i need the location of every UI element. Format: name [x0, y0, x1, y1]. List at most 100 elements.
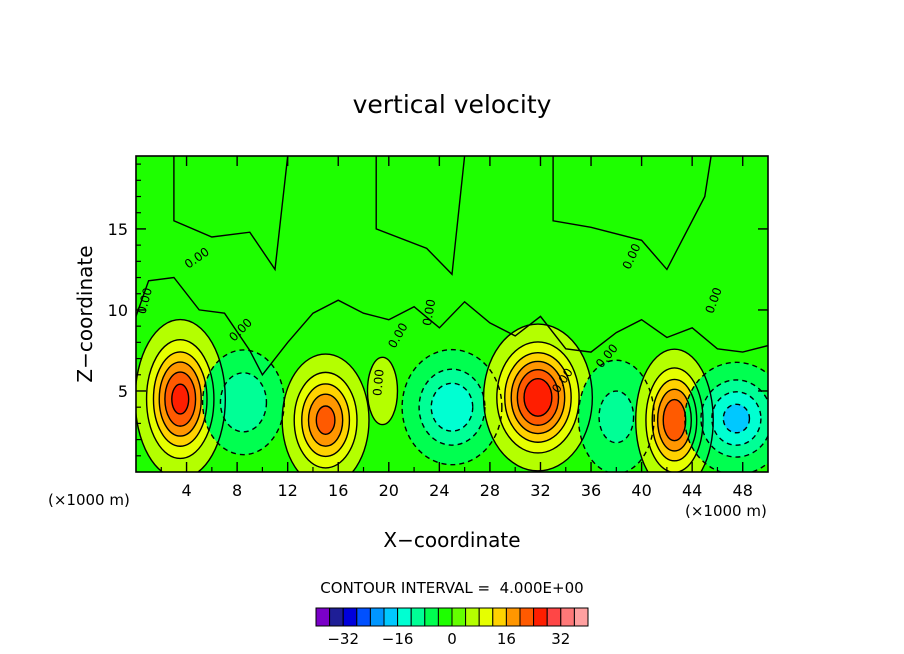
cell-0-contour: [136, 318, 227, 472]
cell-7-fill: [663, 399, 686, 441]
contour-label: 0.00: [420, 298, 438, 327]
x-tick-label: 44: [682, 481, 702, 500]
cell-2-contour: [301, 383, 351, 458]
colorbar-swatch: [342, 607, 358, 627]
cell-2-contour: [307, 393, 344, 447]
cell-1-fill: [220, 372, 267, 432]
cell-5-contour: [496, 341, 580, 454]
colorbar-swatch: [533, 607, 548, 627]
cell-4-contour: [401, 348, 503, 466]
colorbar-swatch: [546, 607, 562, 627]
colorbar-swatch: [560, 607, 575, 627]
cell-5-fill: [524, 378, 552, 417]
x-tick-label: 20: [379, 481, 399, 500]
cell-6-contour: [598, 390, 635, 444]
x-tick-label: 8: [232, 481, 242, 500]
x-units-left: (×1000 m): [48, 491, 130, 509]
colorbar-tick-label: 16: [497, 630, 516, 648]
colorbar-swatch: [410, 607, 426, 627]
cell-0-contour: [152, 351, 208, 447]
colorbar: −32 −16 0 16 32: [315, 607, 589, 648]
cell-4-contour: [418, 368, 486, 446]
cell-0-contour: [171, 383, 190, 415]
colorbar-swatch: [519, 607, 535, 627]
colorbar-tick-label: 0: [447, 630, 457, 648]
cell-7-contour: [656, 388, 692, 452]
x-tick-label: 16: [328, 481, 348, 500]
x-axis-label: X−coordinate: [383, 528, 520, 552]
cell-1-contour: [219, 372, 268, 433]
cell-8-contour: [700, 379, 768, 458]
x-units-right: (×1000 m): [685, 502, 767, 520]
colorbar-swatch: [329, 607, 344, 627]
y-tick-label: 5: [118, 382, 128, 401]
x-tick-label: 32: [530, 481, 550, 500]
zero-contour-upper-1: [375, 156, 466, 276]
colorbar-swatch: [451, 607, 467, 627]
cell-5-contour: [510, 360, 566, 435]
colorbar-swatch: [492, 607, 507, 627]
x-axis: 4 8 12 16 20 24 28 32 36 40 44 48: [160, 156, 753, 500]
cell-2-contour: [293, 371, 358, 469]
zero-contour-lower: [136, 276, 768, 377]
colorbar-tick-label: −16: [382, 630, 414, 648]
cell-5-contour: [504, 351, 572, 443]
cell-5-contour: [516, 368, 560, 426]
cell-5-contour: [482, 323, 594, 472]
contour-lines: [136, 156, 768, 472]
colorbar-swatch: [465, 607, 480, 627]
colorbar-tick-label: −32: [327, 630, 359, 648]
cell-2-contour: [315, 405, 336, 435]
x-tick-label: 40: [631, 481, 651, 500]
zero-contour-upper-2: [552, 156, 712, 271]
cell-4-contour: [430, 382, 474, 432]
cell-7-contour: [645, 367, 704, 472]
colorbar-swatch: [315, 607, 331, 627]
cell-8-contour: [684, 361, 768, 472]
cell-2-fill: [316, 406, 335, 435]
y-tick-label: 15: [108, 220, 128, 239]
colorbar-swatch: [437, 607, 453, 627]
colorbar-swatch: [356, 607, 371, 627]
cell-7-contour: [662, 398, 687, 442]
cell-8-contour: [711, 391, 762, 446]
cell-0-contour: [164, 371, 197, 427]
colorbar-swatch: [424, 607, 439, 627]
colorbar-tick-label: 32: [551, 630, 570, 648]
cell-8-contour: [722, 403, 751, 434]
cell-3-contour: [366, 356, 399, 426]
colorbar-swatch: [369, 607, 385, 627]
y-axis-label: Z−coordinate: [73, 245, 97, 382]
colorbar-swatch: [573, 607, 589, 627]
colorbar-swatch: [478, 607, 494, 627]
x-tick-label: 24: [429, 481, 449, 500]
colorbar-swatch: [505, 607, 521, 627]
cell-7-contour: [651, 378, 698, 462]
cell-6-contour: [577, 359, 655, 472]
cell-8-fill: [723, 404, 750, 433]
cell-0-contour: [158, 361, 202, 437]
cell-4-fill: [431, 383, 473, 432]
contour-label: 0.00: [370, 369, 386, 397]
x-tick-label: 4: [181, 481, 191, 500]
cell-2-contour: [281, 353, 370, 472]
zero-contour-upper-0: [173, 156, 289, 272]
chart-title: vertical velocity: [353, 90, 552, 119]
cell-6-fill: [599, 391, 634, 443]
colorbar-swatch: [397, 607, 412, 627]
x-tick-label: 28: [480, 481, 500, 500]
contour-interval-label: CONTOUR INTERVAL = 4.000E+00: [320, 579, 583, 597]
cell-0-fill: [171, 384, 189, 414]
plot-area: 0.000.000.000.000.000.000.000.000.000.00: [135, 155, 769, 473]
cell-0-contour: [145, 339, 215, 460]
plot-frame: [135, 155, 769, 473]
cell-3-fill: [367, 357, 398, 425]
cell-7-contour: [635, 348, 714, 472]
x-tick-label: 36: [581, 481, 601, 500]
y-axis: 5 10 15: [108, 163, 768, 457]
x-tick-label: 12: [278, 481, 298, 500]
cell-5-contour: [523, 378, 553, 417]
colorbar-swatch: [383, 607, 399, 627]
x-tick-label: 48: [733, 481, 753, 500]
